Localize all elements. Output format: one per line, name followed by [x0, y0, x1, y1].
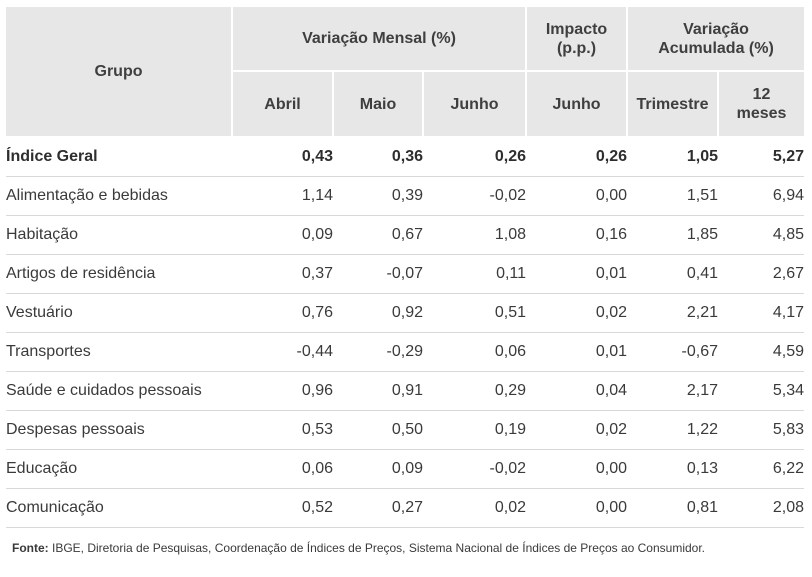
cell-abril: 0,96 [232, 371, 333, 411]
table-row: Habitação 0,09 0,67 1,08 0,16 1,85 4,85 [6, 215, 805, 255]
cell-doze-meses: 5,27 [718, 137, 805, 177]
table-row: Vestuário 0,76 0,92 0,51 0,02 2,21 4,17 [6, 293, 805, 333]
cell-abril: 0,09 [232, 215, 333, 255]
cell-trimestre: 0,13 [627, 449, 719, 489]
cell-impacto: 0,02 [526, 293, 628, 333]
header-variacao-mensal: Variação Mensal (%) [232, 7, 528, 72]
cell-doze-meses: 5,34 [718, 371, 805, 411]
cell-maio: -0,29 [333, 332, 423, 372]
table-row: Saúde e cuidados pessoais 0,96 0,91 0,29 0,0… [6, 371, 805, 411]
cell-maio: 0,91 [333, 371, 423, 411]
cell-grupo: Vestuário [6, 293, 232, 333]
cell-grupo: Índice Geral [6, 137, 232, 177]
cell-abril: 1,14 [232, 176, 333, 216]
table-row: Comunicação 0,52 0,27 0,02 0,00 0,81 2,08 [6, 488, 805, 528]
cell-impacto: 0,16 [526, 215, 628, 255]
cell-grupo: Saúde e cuidados pessoais [6, 371, 232, 411]
cell-junho: 0,51 [423, 293, 527, 333]
table-body: Índice Geral 0,43 0,36 0,26 0,26 1,05 5,27 Alim… [6, 137, 805, 528]
cell-grupo: Alimentação e bebidas [6, 176, 232, 216]
cell-abril: 0,43 [232, 137, 333, 177]
cell-trimestre: 2,21 [627, 293, 719, 333]
cell-impacto: 0,26 [526, 137, 628, 177]
cell-trimestre: -0,67 [627, 332, 719, 372]
source-label: Fonte: [12, 541, 49, 555]
cell-impacto: 0,01 [526, 332, 628, 372]
cell-maio: -0,07 [333, 254, 423, 294]
header-maio: Maio [333, 71, 424, 138]
cell-junho: -0,02 [423, 449, 527, 489]
cell-impacto: 0,02 [526, 410, 628, 450]
cell-doze-meses: 5,83 [718, 410, 805, 450]
cell-grupo: Habitação [6, 215, 232, 255]
cell-abril: 0,76 [232, 293, 333, 333]
cell-abril: -0,44 [232, 332, 333, 372]
cell-impacto: 0,00 [526, 488, 628, 528]
cell-grupo: Educação [6, 449, 232, 489]
table-row: Alimentação e bebidas 1,14 0,39 -0,02 0,00 1,… [6, 176, 805, 216]
cell-maio: 0,36 [333, 137, 423, 177]
cell-grupo: Transportes [6, 332, 232, 372]
source-text: IBGE, Diretoria de Pesquisas, Coordenaçã… [48, 541, 706, 555]
cell-trimestre: 1,05 [627, 137, 719, 177]
cell-junho: -0,02 [423, 176, 527, 216]
cell-abril: 0,52 [232, 488, 333, 528]
cell-junho: 0,06 [423, 332, 527, 372]
cell-doze-meses: 2,67 [718, 254, 805, 294]
cell-maio: 0,27 [333, 488, 423, 528]
cell-grupo: Comunicação [6, 488, 232, 528]
cell-junho: 0,29 [423, 371, 527, 411]
cell-maio: 0,39 [333, 176, 423, 216]
cell-maio: 0,50 [333, 410, 423, 450]
header-junho: Junho [423, 71, 528, 138]
cell-junho: 0,26 [423, 137, 527, 177]
cell-maio: 0,67 [333, 215, 423, 255]
cell-grupo: Artigos de residência [6, 254, 232, 294]
cell-impacto: 0,00 [526, 449, 628, 489]
header-grupo: Grupo [6, 7, 233, 138]
cell-doze-meses: 2,08 [718, 488, 805, 528]
header-trimestre: Trimestre [627, 71, 720, 138]
cell-impacto: 0,04 [526, 371, 628, 411]
cell-junho: 0,19 [423, 410, 527, 450]
cell-trimestre: 1,51 [627, 176, 719, 216]
cell-doze-meses: 6,22 [718, 449, 805, 489]
cell-trimestre: 1,22 [627, 410, 719, 450]
cell-doze-meses: 4,85 [718, 215, 805, 255]
cell-doze-meses: 4,59 [718, 332, 805, 372]
cell-doze-meses: 6,94 [718, 176, 805, 216]
header-impacto: Impacto (p.p.) [526, 7, 629, 72]
table-row: Transportes -0,44 -0,29 0,06 0,01 -0,67 4,59 [6, 332, 805, 372]
header-abril: Abril [232, 71, 334, 138]
header-12-meses: 12 meses [718, 71, 805, 138]
cell-maio: 0,09 [333, 449, 423, 489]
table-header: Grupo Variação Mensal (%) Impacto (p.p.)… [6, 7, 805, 138]
header-row-bottom: Abril Maio Junho Junho Trimestre 12 mese… [6, 71, 805, 138]
cell-doze-meses: 4,17 [718, 293, 805, 333]
cell-trimestre: 1,85 [627, 215, 719, 255]
cell-impacto: 0,01 [526, 254, 628, 294]
cell-trimestre: 0,41 [627, 254, 719, 294]
cell-trimestre: 0,81 [627, 488, 719, 528]
cell-abril: 0,37 [232, 254, 333, 294]
cell-junho: 0,11 [423, 254, 527, 294]
cell-impacto: 0,00 [526, 176, 628, 216]
table-row-indice-geral: Índice Geral 0,43 0,36 0,26 0,26 1,05 5,27 [6, 137, 805, 177]
ipca-table: Grupo Variação Mensal (%) Impacto (p.p.)… [6, 7, 805, 528]
cell-maio: 0,92 [333, 293, 423, 333]
header-variacao-acumulada: Variação Acumulada (%) [627, 7, 805, 72]
cell-junho: 0,02 [423, 488, 527, 528]
cell-grupo: Despesas pessoais [6, 410, 232, 450]
table-row: Despesas pessoais 0,53 0,50 0,19 0,02 1,22 5,8… [6, 410, 805, 450]
cell-abril: 0,53 [232, 410, 333, 450]
table-row: Educação 0,06 0,09 -0,02 0,00 0,13 6,22 [6, 449, 805, 489]
table-row: Artigos de residência 0,37 -0,07 0,11 0,01 0,… [6, 254, 805, 294]
cell-junho: 1,08 [423, 215, 527, 255]
cell-abril: 0,06 [232, 449, 333, 489]
header-row-top: Grupo Variação Mensal (%) Impacto (p.p.)… [6, 7, 805, 138]
source-note: Fonte: IBGE, Diretoria de Pesquisas, Coo… [12, 541, 705, 555]
header-junho-impacto: Junho [526, 71, 629, 138]
cell-trimestre: 2,17 [627, 371, 719, 411]
